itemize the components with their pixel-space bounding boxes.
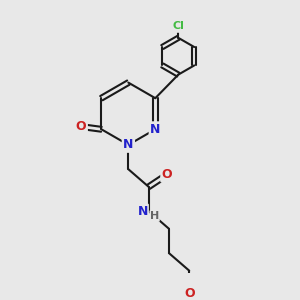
Text: Cl: Cl [172, 22, 184, 32]
Text: O: O [162, 168, 172, 181]
Text: H: H [150, 211, 159, 221]
Text: N: N [150, 123, 160, 136]
Text: O: O [76, 120, 86, 133]
Text: N: N [137, 205, 148, 218]
Text: N: N [123, 138, 134, 152]
Text: O: O [184, 287, 195, 300]
